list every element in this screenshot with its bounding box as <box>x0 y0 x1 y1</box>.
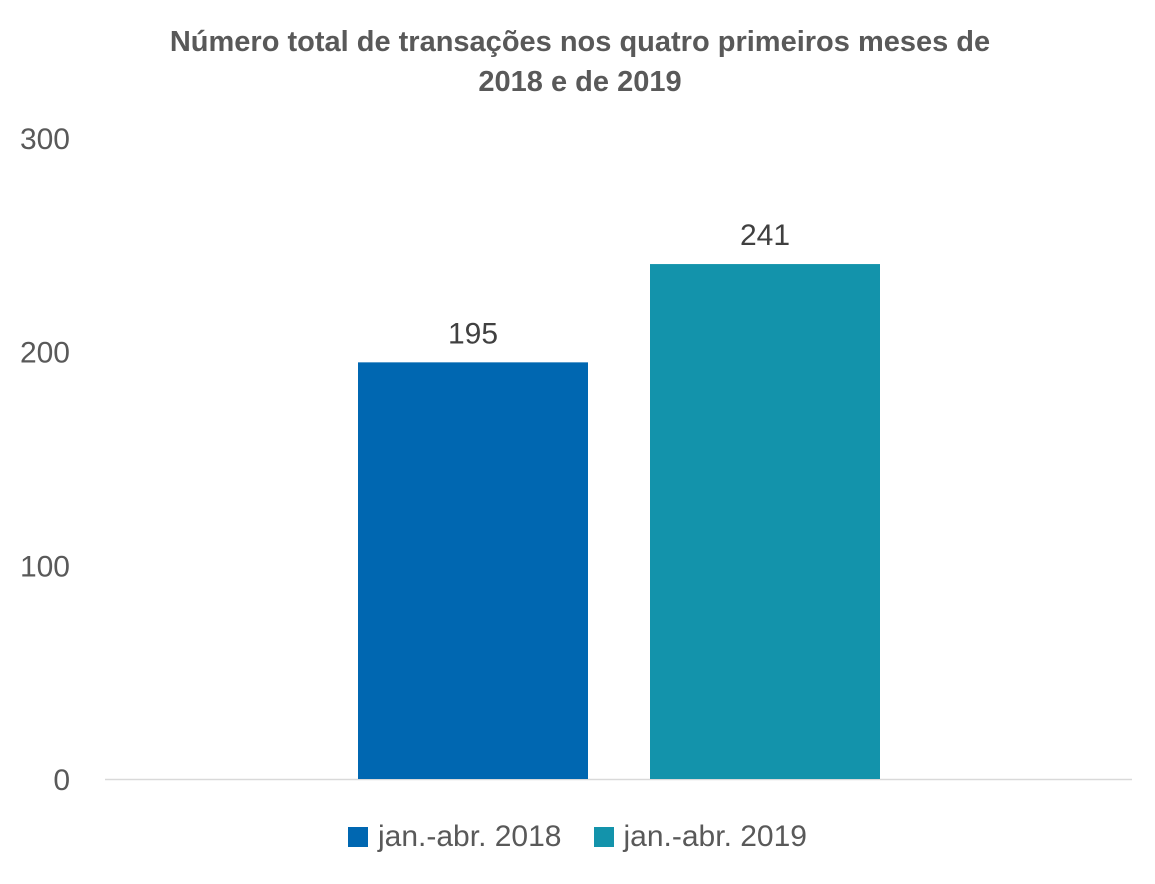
data-label-2018: 195 <box>448 317 498 350</box>
legend: jan.-abr. 2018 jan.-abr. 2019 <box>0 820 1155 854</box>
chart-title-line-2: 2018 e de 2019 <box>478 66 682 98</box>
y-tick-label: 200 <box>20 337 70 370</box>
y-tick-label: 300 <box>20 123 70 156</box>
bar-2019 <box>650 264 880 779</box>
y-tick-label: 100 <box>20 550 70 583</box>
legend-label-2019: jan.-abr. 2019 <box>623 820 807 853</box>
legend-item-2018: jan.-abr. 2018 <box>348 820 562 854</box>
legend-swatch-2019 <box>593 827 614 847</box>
data-label-2019: 241 <box>740 219 790 252</box>
legend-label-2018: jan.-abr. 2018 <box>378 820 562 853</box>
chart-title-line-1: Número total de transações nos quatro pr… <box>169 26 991 58</box>
y-tick-label: 0 <box>53 764 70 797</box>
chart-title: Número total de transações nos quatro pr… <box>60 22 1100 102</box>
bar-2018 <box>358 362 588 779</box>
legend-item-2019: jan.-abr. 2019 <box>593 820 807 854</box>
legend-swatch-2018 <box>348 827 369 847</box>
